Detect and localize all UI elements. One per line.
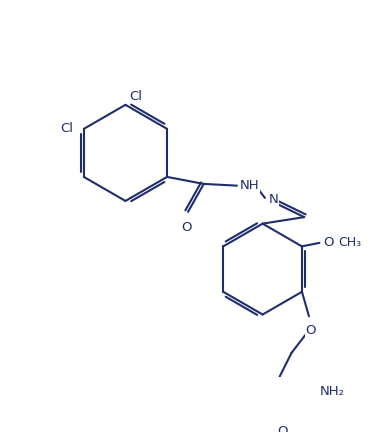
- Text: O: O: [181, 222, 192, 235]
- Text: O: O: [305, 324, 316, 337]
- Text: NH₂: NH₂: [320, 385, 345, 398]
- Text: NH: NH: [239, 179, 259, 192]
- Text: Cl: Cl: [60, 122, 73, 135]
- Text: O: O: [323, 236, 333, 249]
- Text: CH₃: CH₃: [339, 236, 362, 249]
- Text: Cl: Cl: [129, 89, 142, 103]
- Text: N: N: [268, 193, 278, 206]
- Text: O: O: [277, 425, 288, 432]
